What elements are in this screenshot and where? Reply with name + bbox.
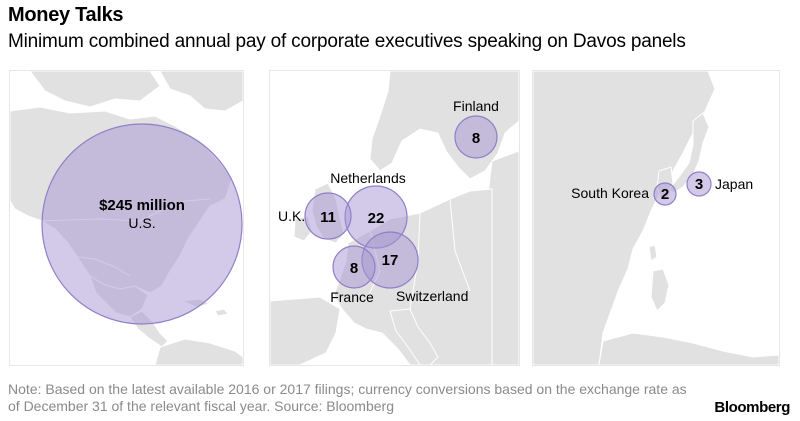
value-label-switzerland: 17 [382,252,399,269]
map-asia: 2 3 South Korea Japan [533,71,779,365]
value-label-finland: 8 [472,130,480,147]
map-europe: 8 22 11 17 8 Finland Netherlands U.K. Sw… [270,71,519,365]
land-south-america [154,338,243,365]
country-label-netherlands: Netherlands [330,170,406,186]
country-label-south-korea: South Korea [571,185,649,201]
bubble-finland [454,115,498,159]
value-label-uk: 11 [320,209,336,226]
chart-subtitle: Minimum combined annual pay of corporate… [8,31,686,52]
land-greenland [159,71,243,112]
value-label-us: $245 million [99,197,185,214]
land-indonesia [598,332,779,365]
bubble-uk [304,192,352,240]
land-taiwan [648,244,658,262]
land-iberia [270,296,341,365]
chart-title: Money Talks [8,4,124,26]
bubble-us [41,123,243,325]
country-label-us: U.S. [128,215,155,231]
country-label-france: France [330,289,374,305]
map-americas: $245 million U.S. [10,71,243,365]
map-panel-europe: 8 22 11 17 8 Finland Netherlands U.K. Sw… [269,70,520,366]
country-label-switzerland: Switzerland [396,288,468,304]
value-label-netherlands: 22 [368,210,385,227]
land-mainland-asia [533,71,716,365]
map-panel-asia: 2 3 South Korea Japan [532,70,780,366]
map-panel-americas: $245 million U.S. [9,70,244,366]
brand-logo: Bloomberg [714,399,790,416]
land-canada-islands [29,71,161,108]
country-label-japan: Japan [715,176,753,192]
value-label-japan: 3 [695,176,703,193]
bubble-south-korea [653,182,677,206]
value-label-france: 8 [350,260,358,277]
bubble-france [332,245,376,289]
country-label-uk: U.K. [278,208,305,224]
land-japan [668,112,710,194]
land-italy [389,308,439,365]
value-label-south-korea: 2 [661,186,669,203]
land-philippines [650,268,670,312]
country-label-finland: Finland [453,98,499,114]
footnote: Note: Based on the latest available 2016… [8,381,687,414]
bubble-japan [686,171,712,197]
